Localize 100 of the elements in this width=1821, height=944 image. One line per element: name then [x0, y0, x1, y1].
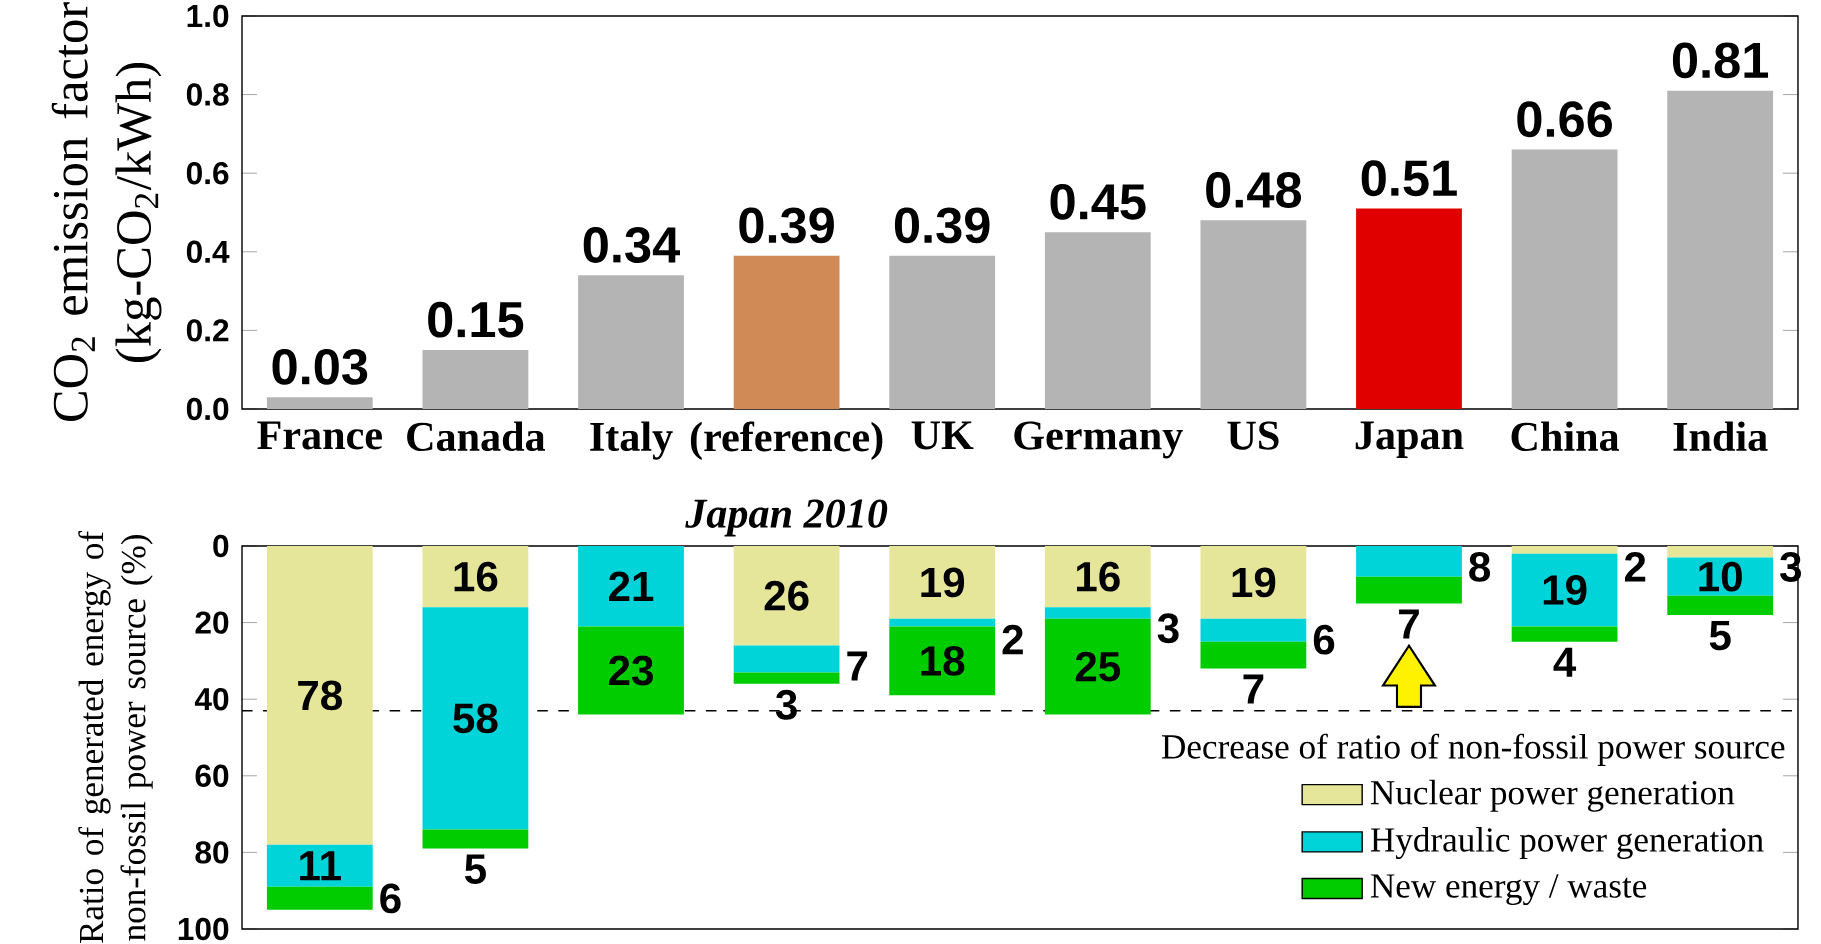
bar	[578, 626, 684, 715]
x-tick-label: Germany	[1014, 421, 1183, 459]
data-label: 3	[775, 689, 797, 720]
data-label: 16	[1076, 561, 1120, 592]
bar	[1667, 90, 1774, 409]
bar	[889, 546, 996, 619]
data-label: 0.39	[739, 207, 834, 244]
x-tick-label: India	[1673, 421, 1768, 452]
y-tick-label: 0.0	[186, 397, 229, 421]
x-tick-label: France	[257, 421, 382, 450]
bar	[578, 275, 684, 409]
y-tick-label: 1.0	[187, 4, 229, 28]
text: Japan 2010	[685, 499, 888, 537]
legend-label: Nuclear power generation	[1370, 779, 1735, 812]
bar	[266, 397, 373, 409]
x-tick-label: US	[1227, 421, 1279, 450]
y-tick-label: 80	[195, 841, 229, 864]
bar	[1511, 149, 1618, 409]
data-label: 18	[921, 645, 965, 676]
bar	[889, 618, 996, 627]
data-label: 0.45	[1050, 183, 1146, 220]
bar	[733, 645, 840, 673]
y-tick-label: 40	[194, 687, 229, 711]
x-tick-label: Canada	[407, 421, 546, 452]
y-tick-label: 0	[213, 534, 229, 558]
data-label: 7	[1243, 674, 1264, 704]
bar	[1356, 546, 1462, 577]
bar	[1200, 641, 1307, 669]
x-tick-label: Italy	[590, 421, 673, 460]
y-tick-label: 60	[195, 764, 229, 788]
bar	[1667, 546, 1774, 558]
bar	[422, 350, 529, 409]
bar	[889, 255, 996, 409]
data-label: 6	[1313, 624, 1335, 655]
bar	[422, 829, 529, 849]
data-label: 19	[1232, 567, 1276, 598]
bar	[266, 546, 373, 845]
bar	[1200, 618, 1307, 642]
x-tick-label: (reference)	[690, 421, 883, 461]
data-label: 26	[764, 580, 809, 611]
bar	[1044, 607, 1151, 619]
bar	[1356, 208, 1462, 409]
data-label: 0.34	[583, 227, 680, 263]
bar	[1511, 626, 1618, 642]
bar	[1044, 618, 1151, 715]
y-tick-label: 0.8	[186, 83, 229, 106]
data-label: 0.15	[428, 301, 524, 338]
bar	[422, 546, 529, 608]
data-label: 4	[1553, 647, 1577, 677]
bar	[1044, 546, 1151, 608]
data-label: 0.66	[1517, 101, 1612, 138]
data-label: 6	[380, 883, 401, 914]
y-axis-title: Ratio of generated energy of non-fossil power source (%)	[78, 530, 153, 944]
bar	[1200, 546, 1307, 619]
data-label: 5	[1709, 620, 1731, 651]
data-label: 0.39	[894, 207, 990, 244]
data-label: 0.48	[1206, 172, 1302, 208]
bar	[733, 255, 840, 409]
y-tick-label: 0.6	[186, 161, 229, 185]
data-label: 7	[847, 651, 868, 681]
data-label: 19	[921, 567, 965, 598]
data-label: 78	[298, 680, 342, 711]
bar	[889, 626, 996, 696]
legend-label: New energy / waste	[1370, 874, 1647, 906]
x-tick-label: China	[1511, 421, 1620, 452]
data-label: 5	[465, 854, 486, 884]
data-label: 23	[609, 655, 653, 686]
bar	[1511, 553, 1618, 627]
x-tick-label: Japan	[1355, 421, 1464, 458]
bar	[1200, 220, 1307, 409]
data-label: 58	[453, 703, 498, 734]
data-label: 7	[1399, 609, 1419, 639]
bar	[1511, 546, 1618, 554]
data-label: 2	[1624, 551, 1646, 582]
data-label: 19	[1543, 575, 1587, 605]
data-label: 2	[1002, 624, 1023, 655]
bar	[1667, 595, 1774, 615]
bar	[733, 546, 840, 646]
data-label: 16	[454, 561, 498, 592]
bar	[422, 607, 529, 830]
y-tick-label: 100	[178, 917, 229, 941]
data-label: 0.51	[1361, 160, 1457, 197]
ref-line-label: Decrease of ratio of non-fossil power source	[1161, 733, 1785, 766]
data-label: 0.81	[1672, 42, 1769, 79]
y-tick-label: 20	[195, 611, 229, 634]
data-label: 21	[609, 571, 654, 601]
data-label: 8	[1469, 551, 1491, 582]
data-label: 11	[300, 851, 341, 881]
x-tick-label: UK	[911, 421, 974, 450]
bar	[1044, 232, 1151, 409]
y-tick-label: 0.4	[186, 240, 230, 264]
bar	[733, 672, 840, 684]
data-label: 0.03	[272, 348, 368, 385]
bar	[1356, 576, 1462, 604]
y-tick-label: 0.2	[186, 319, 229, 342]
data-label: 3	[1157, 613, 1179, 644]
data-label: 10	[1699, 561, 1742, 592]
bar	[266, 886, 373, 910]
data-label: 25	[1075, 651, 1121, 682]
legend-label: Hydraulic power generation	[1370, 827, 1764, 860]
